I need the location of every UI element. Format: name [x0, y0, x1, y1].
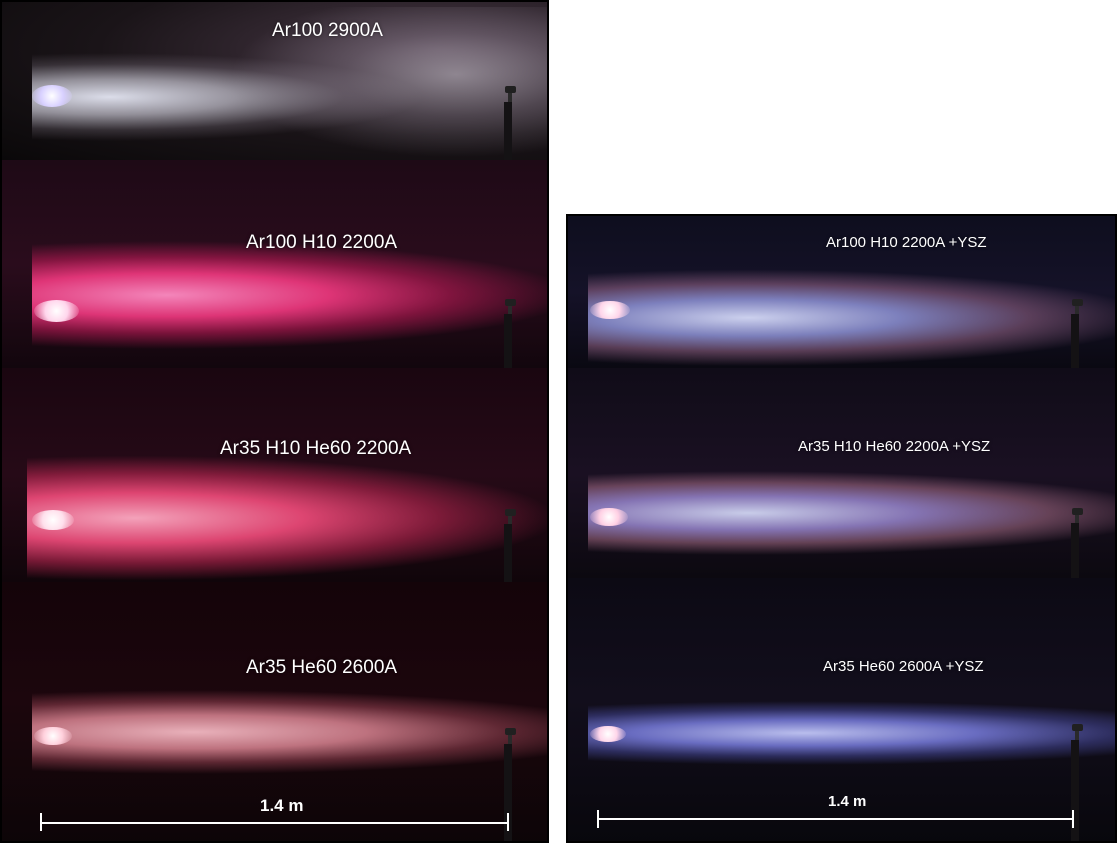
- plume-photo-ar35-h10-he60-2200a: Ar35 H10 He60 2200A: [2, 368, 547, 582]
- right-photo-panel: Ar100 H10 2200A +YSZ Ar35 H10 He60 2200A…: [566, 214, 1117, 843]
- plasma-plume: [588, 463, 1115, 563]
- probe-stand: [1071, 314, 1079, 368]
- scale-bar-tick-right: [1072, 810, 1074, 828]
- strip-label: Ar100 H10 2200A +YSZ: [826, 234, 987, 251]
- probe-stand: [504, 524, 512, 582]
- plume-photo-ar100-h10-2200a-ysz: Ar100 H10 2200A +YSZ: [568, 216, 1115, 368]
- scale-bar-label: 1.4 m: [828, 793, 867, 810]
- scale-bar-label: 1.4 m: [260, 796, 304, 815]
- strip-label: Ar35 H10 He60 2200A +YSZ: [798, 438, 991, 455]
- probe-stand: [1071, 523, 1079, 578]
- plasma-plume: [32, 682, 547, 782]
- plasma-plume: [588, 693, 1115, 773]
- scale-bar-tick-left: [597, 810, 599, 828]
- strip-label: Ar100 2900A: [272, 20, 383, 41]
- scale-bar: [598, 818, 1074, 820]
- probe-stand: [1071, 740, 1079, 841]
- plasma-plume: [588, 251, 1115, 366]
- strip-label: Ar35 H10 He60 2200A: [220, 438, 412, 459]
- torch-nozzle-glow: [32, 85, 72, 107]
- scale-bar: [41, 822, 509, 824]
- probe-stand: [504, 102, 512, 160]
- strip-label: Ar100 H10 2200A: [246, 232, 398, 253]
- left-photo-panel: Ar100 2900A Ar100 H10 2200A Ar35 H10 He6…: [0, 0, 549, 843]
- strip-label: Ar35 He60 2600A: [246, 657, 398, 678]
- plume-photo-ar35-he60-2600a-ysz: Ar35 He60 2600A +YSZ: [568, 578, 1115, 841]
- plume-photo-ar35-he60-2600a: Ar35 He60 2600A: [2, 582, 547, 841]
- probe-stand: [504, 314, 512, 368]
- torch-nozzle-glow: [32, 510, 74, 530]
- torch-nozzle-glow: [34, 727, 72, 745]
- scale-bar-tick-right: [507, 813, 509, 831]
- strip-label: Ar35 He60 2600A +YSZ: [823, 658, 984, 675]
- plasma-plume: [27, 453, 547, 582]
- torch-nozzle-glow: [34, 300, 79, 322]
- plume-photo-ar100-2900a: Ar100 2900A: [2, 2, 547, 160]
- probe-stand: [504, 744, 512, 841]
- plume-photo-ar100-h10-2200a: Ar100 H10 2200A: [2, 160, 547, 368]
- torch-nozzle-glow: [590, 726, 626, 742]
- torch-nozzle-glow: [590, 508, 628, 526]
- scale-bar-tick-left: [40, 813, 42, 831]
- plasma-plume: [32, 235, 547, 355]
- torch-nozzle-glow: [590, 301, 630, 319]
- plume-photo-ar35-h10-he60-2200a-ysz: Ar35 H10 He60 2200A +YSZ: [568, 368, 1115, 578]
